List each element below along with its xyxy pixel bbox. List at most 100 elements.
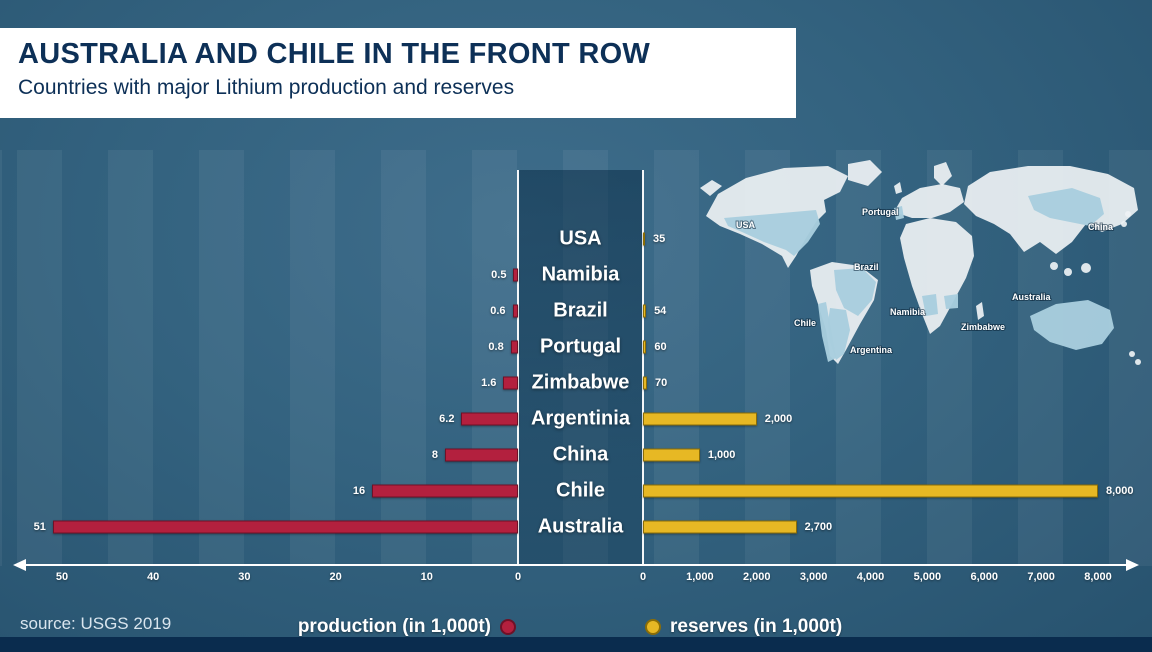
production-legend-label: production (in 1,000t) — [297, 616, 491, 637]
reserves-bar — [643, 304, 647, 318]
continent-uk — [894, 182, 902, 194]
continent-europe — [894, 184, 964, 218]
axis-baseline — [26, 564, 1126, 566]
production-value-label: 6.2 — [439, 413, 455, 425]
reserves-value-label: 70 — [654, 377, 668, 389]
island-nz-2 — [1135, 359, 1141, 365]
reserves-bar — [643, 520, 797, 534]
island-se-asia-1 — [1050, 262, 1058, 270]
production-bar — [52, 520, 518, 534]
axis-arrow-left-icon — [13, 559, 26, 571]
map-label-usa: USA — [736, 220, 756, 230]
production-bar — [512, 304, 518, 318]
vertical-gridline-left — [517, 170, 519, 566]
reserves-value-label: 54 — [654, 305, 667, 317]
legend-production: production (in 1,000t) — [298, 616, 516, 638]
map-country-zimbabwe — [944, 294, 958, 309]
production-bar — [513, 268, 518, 282]
map-country-australia — [1030, 300, 1114, 350]
country-label: Chile — [556, 479, 605, 502]
production-value-label: 0.5 — [491, 269, 507, 281]
reserves-value-label: 8,000 — [1106, 485, 1134, 497]
page-subtitle: Countries with major Lithium production … — [18, 75, 515, 99]
country-label: Argentinia — [531, 407, 630, 430]
map-country-usa — [724, 210, 820, 256]
production-value-label: 16 — [352, 485, 366, 497]
country-label: Brazil — [553, 299, 608, 322]
country-label: China — [552, 443, 609, 466]
map-country-namibia — [922, 294, 938, 316]
axis-tick-right: 6,000 — [970, 571, 999, 583]
map-label-australia: Australia — [1012, 292, 1052, 302]
continent-greenland — [848, 160, 882, 186]
country-label: Portugal — [539, 335, 622, 358]
legend-reserves: reserves (in 1,000t) — [645, 616, 842, 638]
reserves-bar — [643, 340, 647, 354]
page-title: AUSTRALIA AND CHILE IN THE FRONT ROW — [18, 38, 651, 70]
island-japan-1 — [1125, 211, 1131, 217]
map-label-namibia: Namibia — [890, 307, 926, 317]
reserves-value-label: 60 — [654, 341, 667, 353]
island-se-asia-3 — [1081, 263, 1091, 273]
axis-tick-left: 50 — [55, 571, 69, 583]
country-label: Namibia — [541, 263, 620, 286]
map-country-brazil — [834, 268, 876, 316]
reserves-bar — [643, 484, 1098, 498]
map-label-china: China — [1088, 222, 1114, 232]
reserves-value-label: 35 — [653, 233, 666, 245]
axis-tick-right: 1,000 — [686, 571, 714, 583]
production-value-label: 1.6 — [481, 377, 497, 389]
island-nz-1 — [1129, 351, 1135, 357]
reserves-bar — [643, 412, 757, 426]
center-country-band — [518, 170, 643, 565]
production-value-label: 0.8 — [488, 341, 504, 353]
axis-tick-right: 8,000 — [1084, 571, 1112, 583]
production-legend-dot-icon — [500, 619, 516, 635]
production-value-label: 0.6 — [490, 305, 506, 317]
reserves-value-label: 2,000 — [764, 413, 793, 425]
reserves-bar — [643, 376, 647, 390]
map-country-portugal — [894, 206, 904, 220]
map-label-brazil: Brazil — [854, 262, 879, 272]
axis-tick-left: 0 — [514, 571, 522, 583]
axis-tick-left: 20 — [329, 571, 342, 583]
axis-tick-right: 3,000 — [799, 571, 828, 583]
production-value-label: 8 — [431, 449, 439, 461]
source-note: source: USGS 2019 — [20, 614, 172, 633]
bottom-bar — [0, 637, 1152, 652]
world-map: USA Portugal Brazil Chile Namibia Argent… — [698, 158, 1148, 378]
axis-tick-right: 0 — [639, 571, 647, 583]
axis-tick-left: 40 — [147, 571, 160, 583]
country-label: USA — [559, 227, 602, 250]
reserves-bar — [643, 232, 645, 246]
country-label: Australia — [537, 515, 624, 538]
production-bar — [461, 412, 518, 426]
axis-arrow-right-icon — [1126, 559, 1139, 571]
axis-tick-right: 7,000 — [1027, 571, 1055, 583]
reserves-bar — [643, 448, 700, 462]
production-bar — [372, 484, 518, 498]
axis-tick-right: 5,000 — [913, 571, 942, 583]
reserves-value-label: 1,000 — [707, 449, 736, 461]
axis-tick-right: 4,000 — [856, 571, 885, 583]
island-se-asia-2 — [1064, 268, 1072, 276]
map-label-portugal: Portugal — [862, 207, 899, 217]
production-bar — [510, 340, 518, 354]
map-country-chile — [818, 302, 836, 362]
axis-tick-right: 2,000 — [742, 571, 771, 583]
continent-scandinavia — [934, 162, 952, 186]
map-label-zimbabwe: Zimbabwe — [961, 322, 1005, 332]
map-country-china — [1028, 188, 1104, 226]
world-map-svg: USA Portugal Brazil Chile Namibia Argent… — [700, 160, 1141, 365]
production-value-label: 51 — [33, 521, 46, 533]
axis-tick-left: 10 — [420, 571, 433, 583]
vertical-gridline-right — [642, 170, 644, 566]
continent-alaska — [700, 180, 722, 196]
production-bar — [503, 376, 518, 390]
continent-africa — [900, 218, 974, 334]
production-bar — [445, 448, 518, 462]
reserves-legend-dot-icon — [645, 619, 661, 635]
header-box: AUSTRALIA AND CHILE IN THE FRONT ROW Cou… — [0, 28, 796, 118]
reserves-value-label: 2,700 — [804, 521, 833, 533]
